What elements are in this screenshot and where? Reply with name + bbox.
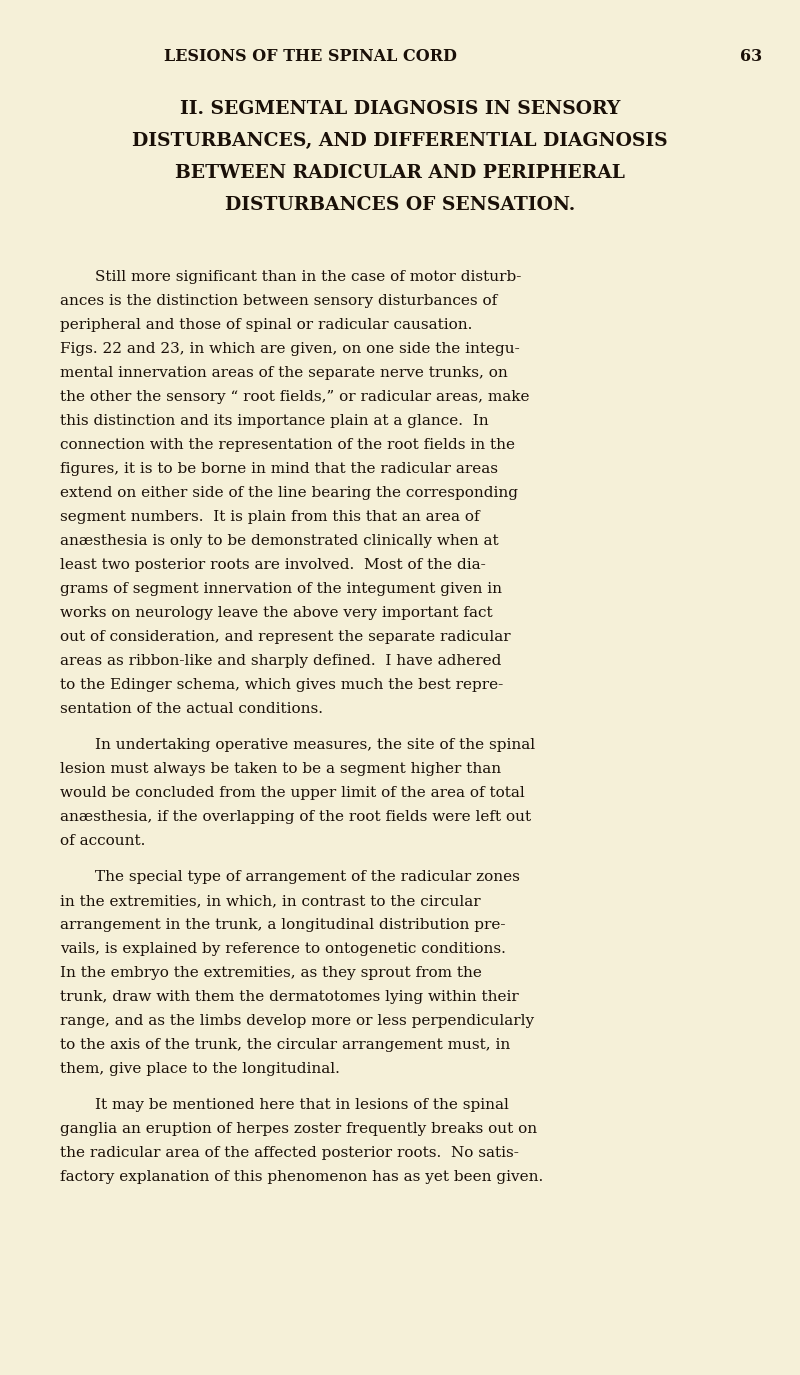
Text: grams of segment innervation of the integument given in: grams of segment innervation of the inte… bbox=[60, 582, 502, 595]
Text: ances is the distinction between sensory disturbances of: ances is the distinction between sensory… bbox=[60, 294, 498, 308]
Text: Still more significant than in the case of motor disturb-: Still more significant than in the case … bbox=[95, 270, 522, 285]
Text: would be concluded from the upper limit of the area of total: would be concluded from the upper limit … bbox=[60, 786, 525, 800]
Text: Figs. 22 and 23, in which are given, on one side the integu-: Figs. 22 and 23, in which are given, on … bbox=[60, 342, 520, 356]
Text: DISTURBANCES OF SENSATION.: DISTURBANCES OF SENSATION. bbox=[225, 197, 575, 214]
Text: LESIONS OF THE SPINAL CORD: LESIONS OF THE SPINAL CORD bbox=[163, 48, 457, 65]
Text: to the Edinger schema, which gives much the best repre-: to the Edinger schema, which gives much … bbox=[60, 678, 503, 692]
Text: of account.: of account. bbox=[60, 835, 146, 848]
Text: sentation of the actual conditions.: sentation of the actual conditions. bbox=[60, 703, 323, 716]
Text: peripheral and those of spinal or radicular causation.: peripheral and those of spinal or radicu… bbox=[60, 318, 472, 331]
Text: mental innervation areas of the separate nerve trunks, on: mental innervation areas of the separate… bbox=[60, 366, 508, 380]
Text: this distinction and its importance plain at a glance.  In: this distinction and its importance plai… bbox=[60, 414, 489, 428]
Text: them, give place to the longitudinal.: them, give place to the longitudinal. bbox=[60, 1062, 340, 1077]
Text: In undertaking operative measures, the site of the spinal: In undertaking operative measures, the s… bbox=[95, 738, 535, 752]
Text: anæsthesia is only to be demonstrated clinically when at: anæsthesia is only to be demonstrated cl… bbox=[60, 534, 498, 549]
Text: range, and as the limbs develop more or less perpendicularly: range, and as the limbs develop more or … bbox=[60, 1013, 534, 1028]
Text: In the embryo the extremities, as they sprout from the: In the embryo the extremities, as they s… bbox=[60, 967, 482, 980]
Text: ganglia an eruption of herpes zoster frequently breaks out on: ganglia an eruption of herpes zoster fre… bbox=[60, 1122, 537, 1136]
Text: segment numbers.  It is plain from this that an area of: segment numbers. It is plain from this t… bbox=[60, 510, 480, 524]
Text: anæsthesia, if the overlapping of the root fields were left out: anæsthesia, if the overlapping of the ro… bbox=[60, 810, 531, 824]
Text: factory explanation of this phenomenon has as yet been given.: factory explanation of this phenomenon h… bbox=[60, 1170, 543, 1184]
Text: least two posterior roots are involved.  Most of the dia-: least two posterior roots are involved. … bbox=[60, 558, 486, 572]
Text: arrangement in the trunk, a longitudinal distribution pre-: arrangement in the trunk, a longitudinal… bbox=[60, 918, 506, 932]
Text: lesion must always be taken to be a segment higher than: lesion must always be taken to be a segm… bbox=[60, 762, 501, 776]
Text: The special type of arrangement of the radicular zones: The special type of arrangement of the r… bbox=[95, 870, 520, 884]
Text: BETWEEN RADICULAR AND PERIPHERAL: BETWEEN RADICULAR AND PERIPHERAL bbox=[175, 164, 625, 182]
Text: It may be mentioned here that in lesions of the spinal: It may be mentioned here that in lesions… bbox=[95, 1099, 509, 1112]
Text: works on neurology leave the above very important fact: works on neurology leave the above very … bbox=[60, 606, 493, 620]
Text: in the extremities, in which, in contrast to the circular: in the extremities, in which, in contras… bbox=[60, 894, 481, 908]
Text: extend on either side of the line bearing the corresponding: extend on either side of the line bearin… bbox=[60, 485, 518, 500]
Text: II. SEGMENTAL DIAGNOSIS IN SENSORY: II. SEGMENTAL DIAGNOSIS IN SENSORY bbox=[180, 100, 620, 118]
Text: areas as ribbon-like and sharply defined.  I have adhered: areas as ribbon-like and sharply defined… bbox=[60, 654, 502, 668]
Text: figures, it is to be borne in mind that the radicular areas: figures, it is to be borne in mind that … bbox=[60, 462, 498, 476]
Text: out of consideration, and represent the separate radicular: out of consideration, and represent the … bbox=[60, 630, 510, 644]
Text: connection with the representation of the root fields in the: connection with the representation of th… bbox=[60, 439, 515, 452]
Text: vails, is explained by reference to ontogenetic conditions.: vails, is explained by reference to onto… bbox=[60, 942, 506, 956]
Text: trunk, draw with them the dermatotomes lying within their: trunk, draw with them the dermatotomes l… bbox=[60, 990, 518, 1004]
Text: 63: 63 bbox=[740, 48, 762, 65]
Text: the radicular area of the affected posterior roots.  No satis-: the radicular area of the affected poste… bbox=[60, 1145, 519, 1160]
Text: to the axis of the trunk, the circular arrangement must, in: to the axis of the trunk, the circular a… bbox=[60, 1038, 510, 1052]
Text: DISTURBANCES, AND DIFFERENTIAL DIAGNOSIS: DISTURBANCES, AND DIFFERENTIAL DIAGNOSIS bbox=[132, 132, 668, 150]
Text: the other the sensory “ root fields,” or radicular areas, make: the other the sensory “ root fields,” or… bbox=[60, 390, 530, 404]
